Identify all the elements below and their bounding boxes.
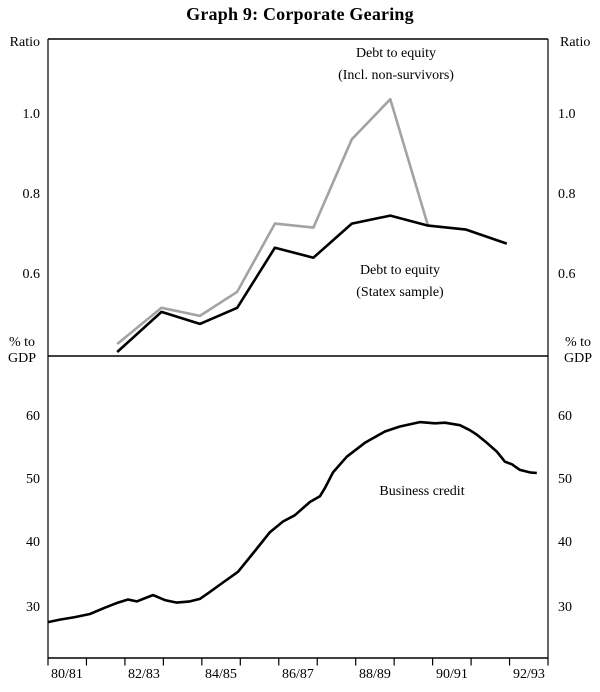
chart-title: Graph 9: Corporate Gearing xyxy=(186,4,414,24)
top-ytick-left-0.8: 0.8 xyxy=(22,187,41,202)
pct-to-right: % to xyxy=(564,335,592,350)
legend-nonsurvivors: Debt to equity (Incl. non-survivors) xyxy=(296,43,496,87)
top-ytick-left-0.6: 0.6 xyxy=(22,267,41,282)
legend-statex: Debt to equity (Statex sample) xyxy=(300,260,500,304)
series-line-debt-to-equity-incl-non-survivors xyxy=(116,97,430,346)
top-ytick-right-0.6: 0.6 xyxy=(558,267,576,282)
annotation-business-credit: Business credit xyxy=(379,484,465,499)
top-ytick-right-0.8: 0.8 xyxy=(558,187,576,202)
bottom-ytick-left-40: 40 xyxy=(26,535,40,550)
legend-statex-line2: (Statex sample) xyxy=(356,285,444,300)
bottom-ytick-right-40: 40 xyxy=(558,535,572,550)
gdp-right: GDP xyxy=(563,351,592,366)
bottom-ytick-left-30: 30 xyxy=(26,600,40,615)
xtick-label-92-93: 92/93 xyxy=(513,667,545,682)
legend-statex-line1: Debt to equity xyxy=(359,263,441,278)
top-y-axis-label-left: Ratio xyxy=(9,35,40,50)
legend-nonsurvivors-line2: (Incl. non-survivors) xyxy=(338,68,454,83)
series-line-business-credit xyxy=(47,420,537,624)
pct-to-left: % to xyxy=(8,335,36,350)
top-ytick-right-1.0: 1.0 xyxy=(558,107,576,122)
xtick-label-90-91: 90/91 xyxy=(436,667,468,682)
bottom-ytick-right-60: 60 xyxy=(558,409,572,424)
bottom-ytick-right-30: 30 xyxy=(558,600,572,615)
bottom-y-axis-label-left: % to GDP xyxy=(0,335,44,367)
series-line-debt-to-equity-statex-sample xyxy=(116,214,508,353)
top-y-axis-label-right: Ratio xyxy=(560,35,591,50)
bottom-y-axis-label-right: % to GDP xyxy=(556,335,600,367)
xtick-label-80-81: 80/81 xyxy=(51,667,83,682)
bottom-ytick-left-60: 60 xyxy=(26,409,40,424)
top-ytick-left-1.0: 1.0 xyxy=(22,107,41,122)
bottom-ytick-right-50: 50 xyxy=(558,472,572,487)
xtick-label-86-87: 86/87 xyxy=(282,667,314,682)
legend-nonsurvivors-line1: Debt to equity xyxy=(355,46,437,61)
xtick-label-84-85: 84/85 xyxy=(205,667,237,682)
gdp-left: GDP xyxy=(7,351,36,366)
bottom-ytick-left-50: 50 xyxy=(26,472,40,487)
xtick-label-82-83: 82/83 xyxy=(128,667,160,682)
xtick-label-88-89: 88/89 xyxy=(359,667,391,682)
